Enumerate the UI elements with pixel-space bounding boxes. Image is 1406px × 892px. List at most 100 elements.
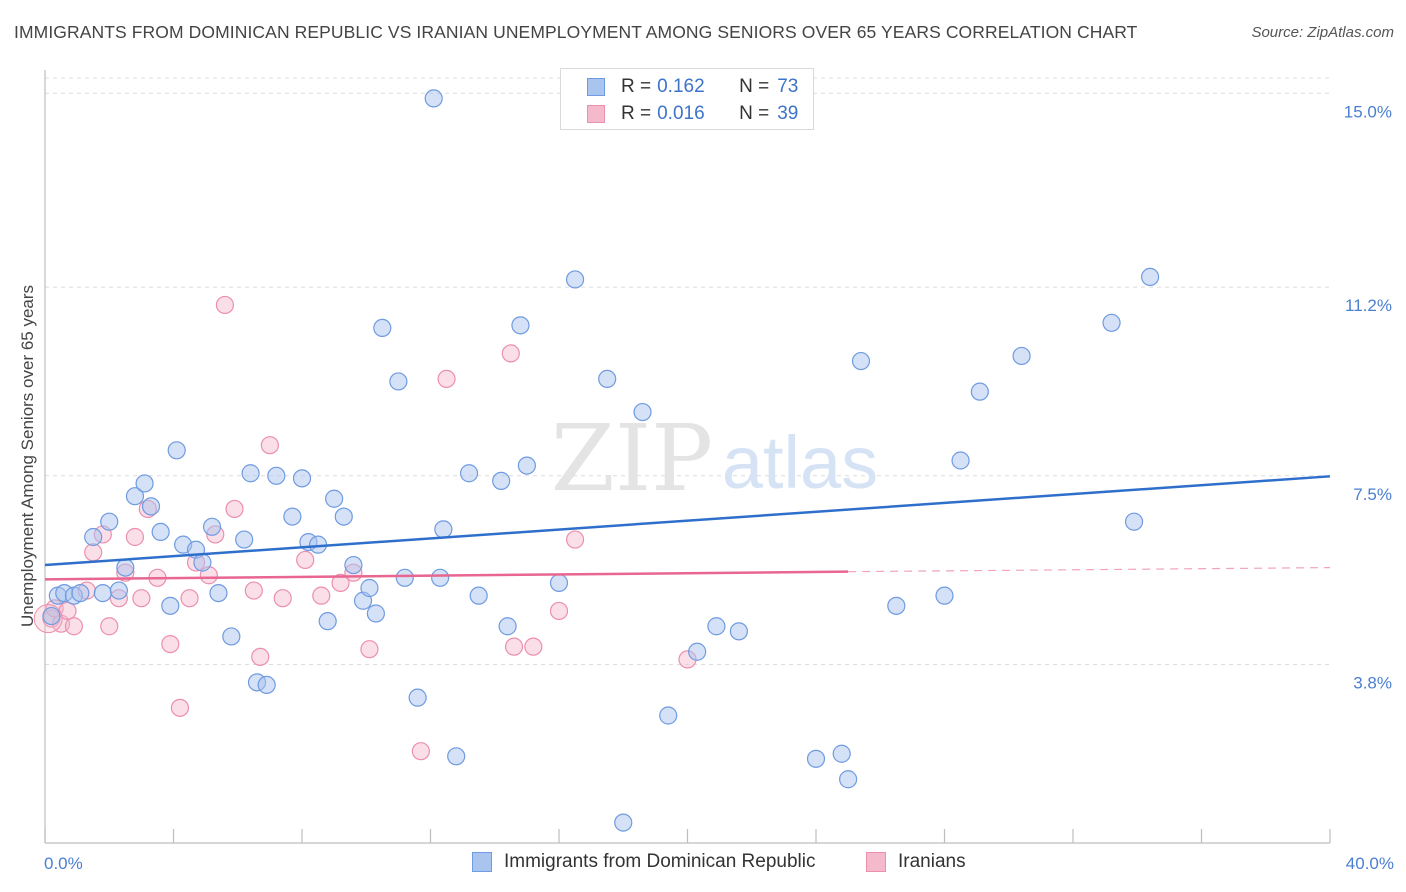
dominican-point xyxy=(951,451,970,470)
r-label: R = xyxy=(621,76,652,97)
dominican-point xyxy=(235,530,254,549)
n-label: N = xyxy=(739,103,770,124)
dominican-point xyxy=(469,586,488,605)
dominican-point xyxy=(498,617,517,636)
dominican-point xyxy=(459,464,479,483)
dominican-point xyxy=(193,553,212,572)
chart-title: IMMIGRANTS FROM DOMINICAN REPUBLIC VS IR… xyxy=(14,22,1138,42)
iranians-point xyxy=(170,698,190,717)
legend-item-iranians[interactable]: Iranians xyxy=(866,851,966,873)
iranians-point xyxy=(296,550,315,570)
r-value: 0.016 xyxy=(657,103,705,124)
x-tick-label: 40.0% xyxy=(1346,854,1394,873)
legend-row-dominican: R = 0.162 N = 73 xyxy=(587,75,798,99)
y-tick-label: 3.8% xyxy=(1353,674,1392,693)
dominican-point xyxy=(292,469,312,488)
legend-item-dominican[interactable]: Immigrants from Dominican Republic xyxy=(472,851,816,873)
source-label: Source: ZipAtlas.com xyxy=(1251,24,1394,41)
dominican-point xyxy=(84,527,103,547)
dominican-point xyxy=(395,568,414,587)
r-value: 0.162 xyxy=(657,76,705,97)
dominican-point xyxy=(447,747,466,766)
iranians-point xyxy=(125,527,145,547)
iranians-point xyxy=(244,581,263,600)
dominican-point xyxy=(318,612,337,631)
dominican-point xyxy=(935,586,954,605)
watermark-zip: ZIP xyxy=(551,405,713,512)
dominican-point xyxy=(222,627,241,646)
dominican-point xyxy=(161,596,180,615)
iranians-point xyxy=(260,436,279,455)
dominican-point xyxy=(1102,313,1121,332)
dominican-point xyxy=(257,675,276,695)
dominican-point xyxy=(241,464,260,483)
dominican-point xyxy=(42,606,61,626)
dominican-point xyxy=(1012,346,1031,366)
dominican-point xyxy=(424,89,443,108)
iranians-point xyxy=(64,617,84,636)
blue-swatch xyxy=(472,852,492,872)
y-tick-label: 11.2% xyxy=(1345,296,1392,315)
dominican-point xyxy=(209,583,228,603)
dominican-point xyxy=(366,604,385,623)
correlation-legend: R = 0.162 N = 73 R = 0.016 N = 39 xyxy=(560,68,814,130)
legend-label: Immigrants from Dominican Republic xyxy=(504,851,816,872)
axis-layer xyxy=(44,70,1331,844)
dominican-point xyxy=(360,578,379,598)
dominican-point xyxy=(93,583,112,603)
dominican-point xyxy=(688,642,707,661)
dominican-point xyxy=(832,744,851,763)
dominican-trend-line xyxy=(44,475,1331,567)
dominican-point xyxy=(492,471,511,490)
iranians-point xyxy=(437,369,456,388)
dominican-point xyxy=(283,507,302,526)
watermark: ZIP atlas xyxy=(551,405,878,512)
pink-swatch xyxy=(866,852,886,872)
dominican-point xyxy=(729,622,749,641)
iranians-point xyxy=(225,499,244,519)
iranians-point xyxy=(312,586,331,605)
dominican-point xyxy=(141,497,161,516)
dominican-points xyxy=(42,89,1160,832)
iranians-point xyxy=(501,344,520,363)
dominican-point xyxy=(100,512,119,531)
legend-row-iranians: R = 0.016 N = 39 xyxy=(587,102,798,126)
iranians-trend-line xyxy=(44,570,849,581)
dominican-point xyxy=(373,318,392,337)
dominican-point xyxy=(598,369,617,388)
dominican-point xyxy=(109,581,128,600)
dominican-point xyxy=(434,520,453,539)
iranians-point xyxy=(360,640,379,659)
dominican-point xyxy=(633,402,652,422)
series-legend: Immigrants from Dominican Republic Irani… xyxy=(0,851,1406,877)
dominican-point xyxy=(116,558,135,577)
iranians-point xyxy=(161,634,180,654)
dominican-point xyxy=(806,749,826,768)
iranians-point xyxy=(504,637,524,656)
dominican-point xyxy=(334,507,353,526)
r-label: R = xyxy=(621,103,652,124)
iranians-point xyxy=(180,589,199,608)
iranians-point xyxy=(524,637,543,656)
dominican-point xyxy=(389,372,408,391)
tick-labels: 3.8% 7.5% 11.2% 15.0% 0.0% 40.0% xyxy=(44,102,1394,873)
dominican-point xyxy=(970,382,989,401)
iranians-point xyxy=(84,543,103,562)
y-tick-label: 7.5% xyxy=(1353,485,1392,504)
trend-lines xyxy=(44,475,1331,581)
pink-swatch xyxy=(587,105,605,123)
dominican-point xyxy=(267,466,286,485)
iranians-point xyxy=(549,601,569,621)
dominican-point xyxy=(1124,512,1144,531)
dominican-point xyxy=(707,617,726,636)
dominican-point xyxy=(135,474,154,493)
dominican-point xyxy=(887,596,906,615)
y-tick-label: 15.0% xyxy=(1344,102,1392,121)
dominican-point xyxy=(202,517,222,536)
iranians-point xyxy=(273,589,292,608)
dominican-point xyxy=(659,706,678,725)
dominican-point xyxy=(1140,267,1160,286)
dominican-point xyxy=(565,270,585,289)
x-tick-label: 0.0% xyxy=(44,854,83,873)
